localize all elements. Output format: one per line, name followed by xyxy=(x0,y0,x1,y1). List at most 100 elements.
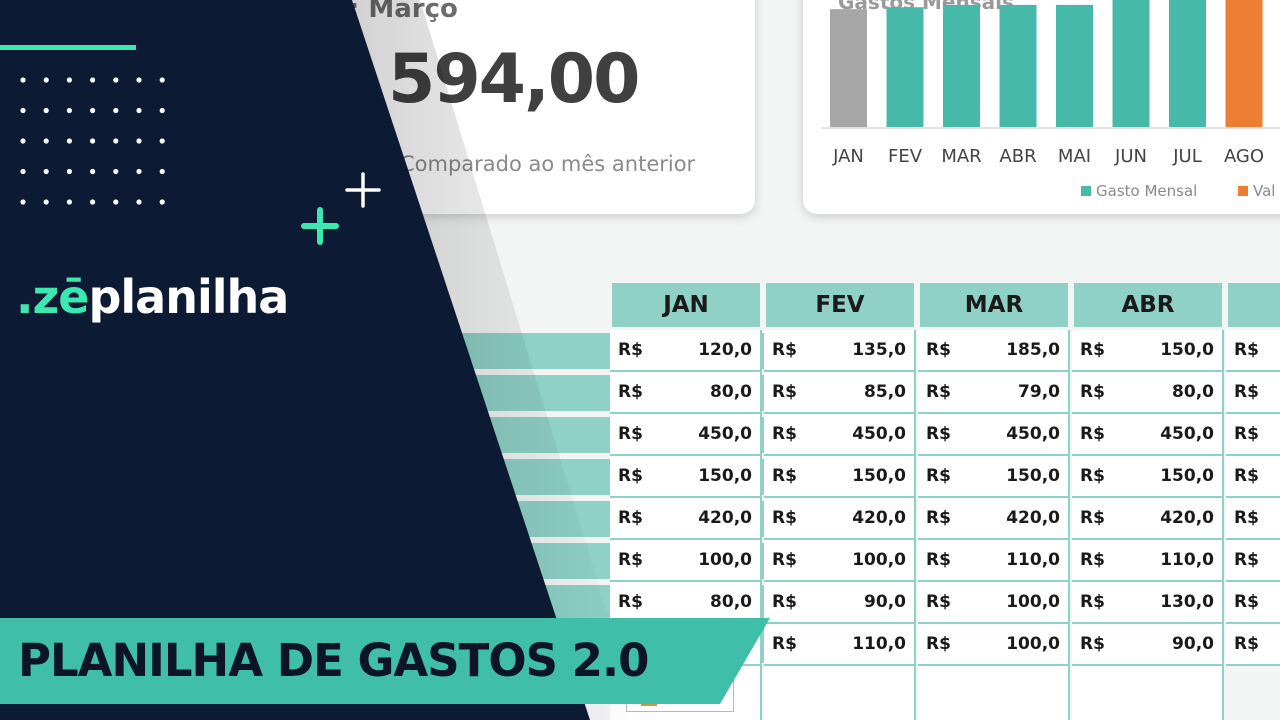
currency-symbol: R$ xyxy=(618,550,643,570)
table-cell[interactable]: R$ 150,0 xyxy=(918,456,1070,498)
cell-value: 135,0 xyxy=(852,340,906,360)
table-cell[interactable]: R$ 100,0 xyxy=(918,624,1070,666)
cell-value: 100,0 xyxy=(852,550,906,570)
table-cell[interactable]: R$ 450,0 xyxy=(764,414,916,456)
currency-symbol: R$ xyxy=(926,634,951,654)
table-cell[interactable]: R$ 450,0 xyxy=(1072,414,1224,456)
cell-value: 120,0 xyxy=(698,340,752,360)
cell-value: 79,0 xyxy=(1018,382,1060,402)
currency-symbol: R$ xyxy=(618,508,643,528)
cell-value: 110,0 xyxy=(1006,550,1060,570)
table-cell[interactable]: R$ 420,0 xyxy=(610,498,762,540)
currency-symbol: R$ xyxy=(1234,634,1259,654)
cell-value: 80,0 xyxy=(1172,382,1214,402)
column-header-abr[interactable]: ABR xyxy=(1074,283,1222,327)
cell-value: 450,0 xyxy=(852,424,906,444)
table-cell-partial[interactable]: R$ xyxy=(1226,624,1280,666)
table-cell[interactable]: R$ 420,0 xyxy=(918,498,1070,540)
column-header-fev[interactable]: FEV xyxy=(766,283,914,327)
table-cell-partial[interactable]: R$ xyxy=(1226,540,1280,582)
legend-label: Gasto Mensal xyxy=(1096,182,1197,200)
currency-symbol: R$ xyxy=(1080,340,1105,360)
legend-swatch xyxy=(1081,186,1091,196)
banner-title: PLANILHA DE GASTOS 2.0 xyxy=(18,634,649,687)
currency-symbol: R$ xyxy=(926,592,951,612)
currency-symbol: R$ xyxy=(1080,424,1105,444)
currency-symbol: R$ xyxy=(926,382,951,402)
table-cell[interactable]: R$ 85,0 xyxy=(764,372,916,414)
table-cell[interactable]: R$ 420,0 xyxy=(764,498,916,540)
cell-value: 100,0 xyxy=(1006,592,1060,612)
currency-symbol: R$ xyxy=(1080,550,1105,570)
table-cell[interactable]: R$ 80,0 xyxy=(1072,372,1224,414)
column-header-mar[interactable]: MAR xyxy=(920,283,1068,327)
table-cell[interactable]: R$ 90,0 xyxy=(764,582,916,624)
currency-symbol: R$ xyxy=(772,634,797,654)
table-cell[interactable]: R$ 130,0 xyxy=(1072,582,1224,624)
column-header-jan[interactable]: JAN xyxy=(612,283,760,327)
currency-symbol: R$ xyxy=(1234,424,1259,444)
table-cell[interactable]: R$ 100,0 xyxy=(610,540,762,582)
table-cell[interactable]: R$ 150,0 xyxy=(764,456,916,498)
cell-value: 150,0 xyxy=(1006,466,1060,486)
table-cell[interactable]: R$ 80,0 xyxy=(610,582,762,624)
expenses-table: JAN FEV MAR ABR R$ 120,0 R$ 135,0 R$ 185,0 R$ 150,0… xyxy=(300,0,1280,720)
bar-fev xyxy=(886,7,924,127)
cell-value: 150,0 xyxy=(1160,466,1214,486)
table-cell[interactable]: R$ 100,0 xyxy=(918,582,1070,624)
table-cell[interactable]: R$ 450,0 xyxy=(918,414,1070,456)
empty-cell[interactable] xyxy=(764,666,916,720)
table-cell[interactable]: R$ 420,0 xyxy=(1072,498,1224,540)
table-cell-partial[interactable]: R$ xyxy=(1226,456,1280,498)
table-cell-partial[interactable]: R$ xyxy=(1226,372,1280,414)
currency-symbol: R$ xyxy=(1080,592,1105,612)
table-cell[interactable]: R$ 110,0 xyxy=(764,624,916,666)
empty-cell[interactable] xyxy=(1072,666,1224,720)
table-cell[interactable]: R$ 110,0 xyxy=(918,540,1070,582)
column-header-partial[interactable] xyxy=(1228,283,1280,327)
currency-symbol: R$ xyxy=(1234,508,1259,528)
cell-value: 420,0 xyxy=(698,508,752,528)
table-cell[interactable]: R$ 120,0 xyxy=(610,330,762,372)
cell-value: 130,0 xyxy=(1160,592,1214,612)
legend-label: Val xyxy=(1253,182,1275,200)
currency-symbol: R$ xyxy=(926,424,951,444)
currency-symbol: R$ xyxy=(926,508,951,528)
bar-ago xyxy=(1225,0,1263,128)
x-tick-label: AGO xyxy=(1224,146,1264,167)
brand-prefix: .zē xyxy=(16,270,89,324)
table-cell[interactable]: R$ 185,0 xyxy=(918,330,1070,372)
cell-value: 110,0 xyxy=(1160,550,1214,570)
cell-value: 120,0 xyxy=(698,634,752,654)
table-cell-partial[interactable]: R$ xyxy=(1226,330,1280,372)
table-cell-partial[interactable]: R$ xyxy=(1226,582,1280,624)
table-cell[interactable]: R$ 150,0 xyxy=(1072,330,1224,372)
table-cell[interactable]: R$ 100,0 xyxy=(764,540,916,582)
table-cell[interactable]: R$ 79,0 xyxy=(918,372,1070,414)
table-cell[interactable]: R$ 150,0 xyxy=(610,456,762,498)
currency-symbol: R$ xyxy=(618,382,643,402)
currency-symbol: R$ xyxy=(1080,508,1105,528)
empty-cell[interactable] xyxy=(918,666,1070,720)
currency-symbol: R$ xyxy=(1234,382,1259,402)
currency-symbol: R$ xyxy=(1234,592,1259,612)
table-cell[interactable]: R$ 450,0 xyxy=(610,414,762,456)
cell-value: 450,0 xyxy=(1006,424,1060,444)
table-cell-partial[interactable]: R$ xyxy=(1226,498,1280,540)
currency-symbol: R$ xyxy=(772,340,797,360)
table-cell-partial[interactable]: R$ xyxy=(1226,414,1280,456)
monthly-expenses-chart-card: Gastos Mensais JAN FEV MAR ABR MAI JUN JUL AGO G… xyxy=(803,0,1280,214)
cell-value: 150,0 xyxy=(1160,340,1214,360)
brand-name: planilha xyxy=(88,270,289,324)
table-cell[interactable]: R$ 150,0 xyxy=(1072,456,1224,498)
currency-symbol: R$ xyxy=(772,382,797,402)
paste-options-label: (Ctrl) xyxy=(659,683,703,703)
bar-jun xyxy=(1112,0,1150,127)
table-cell[interactable]: R$ 110,0 xyxy=(1072,540,1224,582)
x-tick-label: MAI xyxy=(1058,146,1091,167)
cell-value: 110,0 xyxy=(852,634,906,654)
table-cell[interactable]: R$ 90,0 xyxy=(1072,624,1224,666)
table-cell[interactable]: R$ 80,0 xyxy=(610,372,762,414)
cell-value: 80,0 xyxy=(710,382,752,402)
table-cell[interactable]: R$ 135,0 xyxy=(764,330,916,372)
